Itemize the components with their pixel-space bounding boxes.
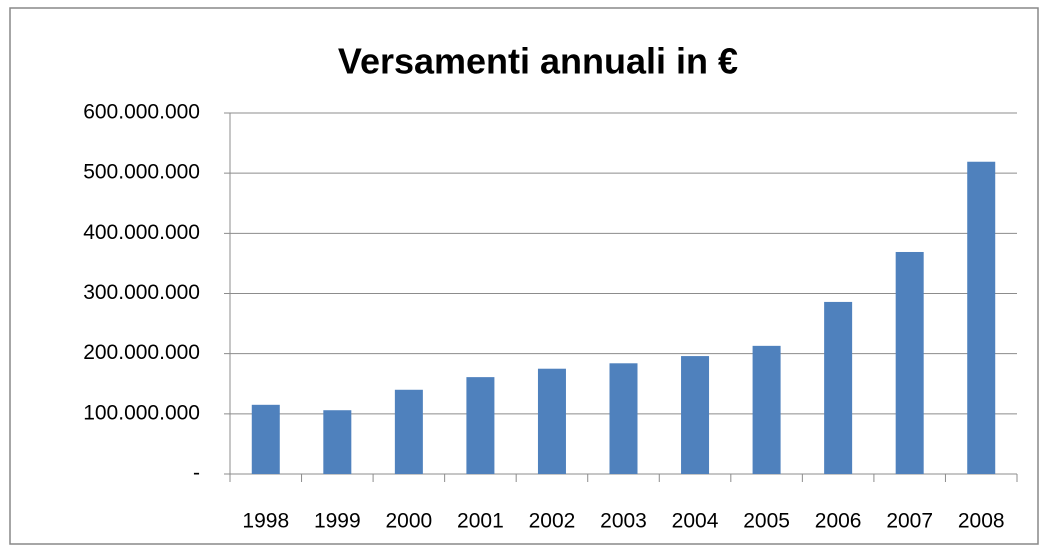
bar <box>681 356 710 474</box>
bar <box>466 377 495 474</box>
y-tick-label: 600.000.000 <box>83 101 200 124</box>
y-tick-label: 100.000.000 <box>83 401 200 424</box>
x-tick-label: 2004 <box>672 510 719 533</box>
bar <box>251 404 280 474</box>
bar <box>967 161 996 475</box>
x-tick-label: 1998 <box>242 510 289 533</box>
x-tick-label: 2006 <box>815 510 862 533</box>
bar <box>394 389 423 474</box>
chart-title: Versamenti annuali in € <box>338 41 738 82</box>
chart-frame <box>9 7 1039 545</box>
y-tick-label: 200.000.000 <box>83 341 200 364</box>
y-tick-label: 300.000.000 <box>83 281 200 304</box>
y-tick-label: 500.000.000 <box>83 161 200 184</box>
bar <box>895 251 924 474</box>
y-tick-label: - <box>193 462 200 485</box>
bar <box>752 345 781 474</box>
x-tick-label: 2001 <box>457 510 504 533</box>
x-tick-label: 2005 <box>743 510 790 533</box>
x-tick-label: 2000 <box>386 510 433 533</box>
bar <box>824 301 853 474</box>
x-tick-label: 1999 <box>314 510 361 533</box>
x-tick-label: 2003 <box>600 510 647 533</box>
bar <box>323 410 352 474</box>
y-tick-label: 400.000.000 <box>83 221 200 244</box>
x-tick-label: 2002 <box>529 510 576 533</box>
x-tick-label: 2007 <box>886 510 933 533</box>
bar <box>609 363 638 474</box>
bar <box>537 368 566 474</box>
x-tick-label: 2008 <box>958 510 1005 533</box>
